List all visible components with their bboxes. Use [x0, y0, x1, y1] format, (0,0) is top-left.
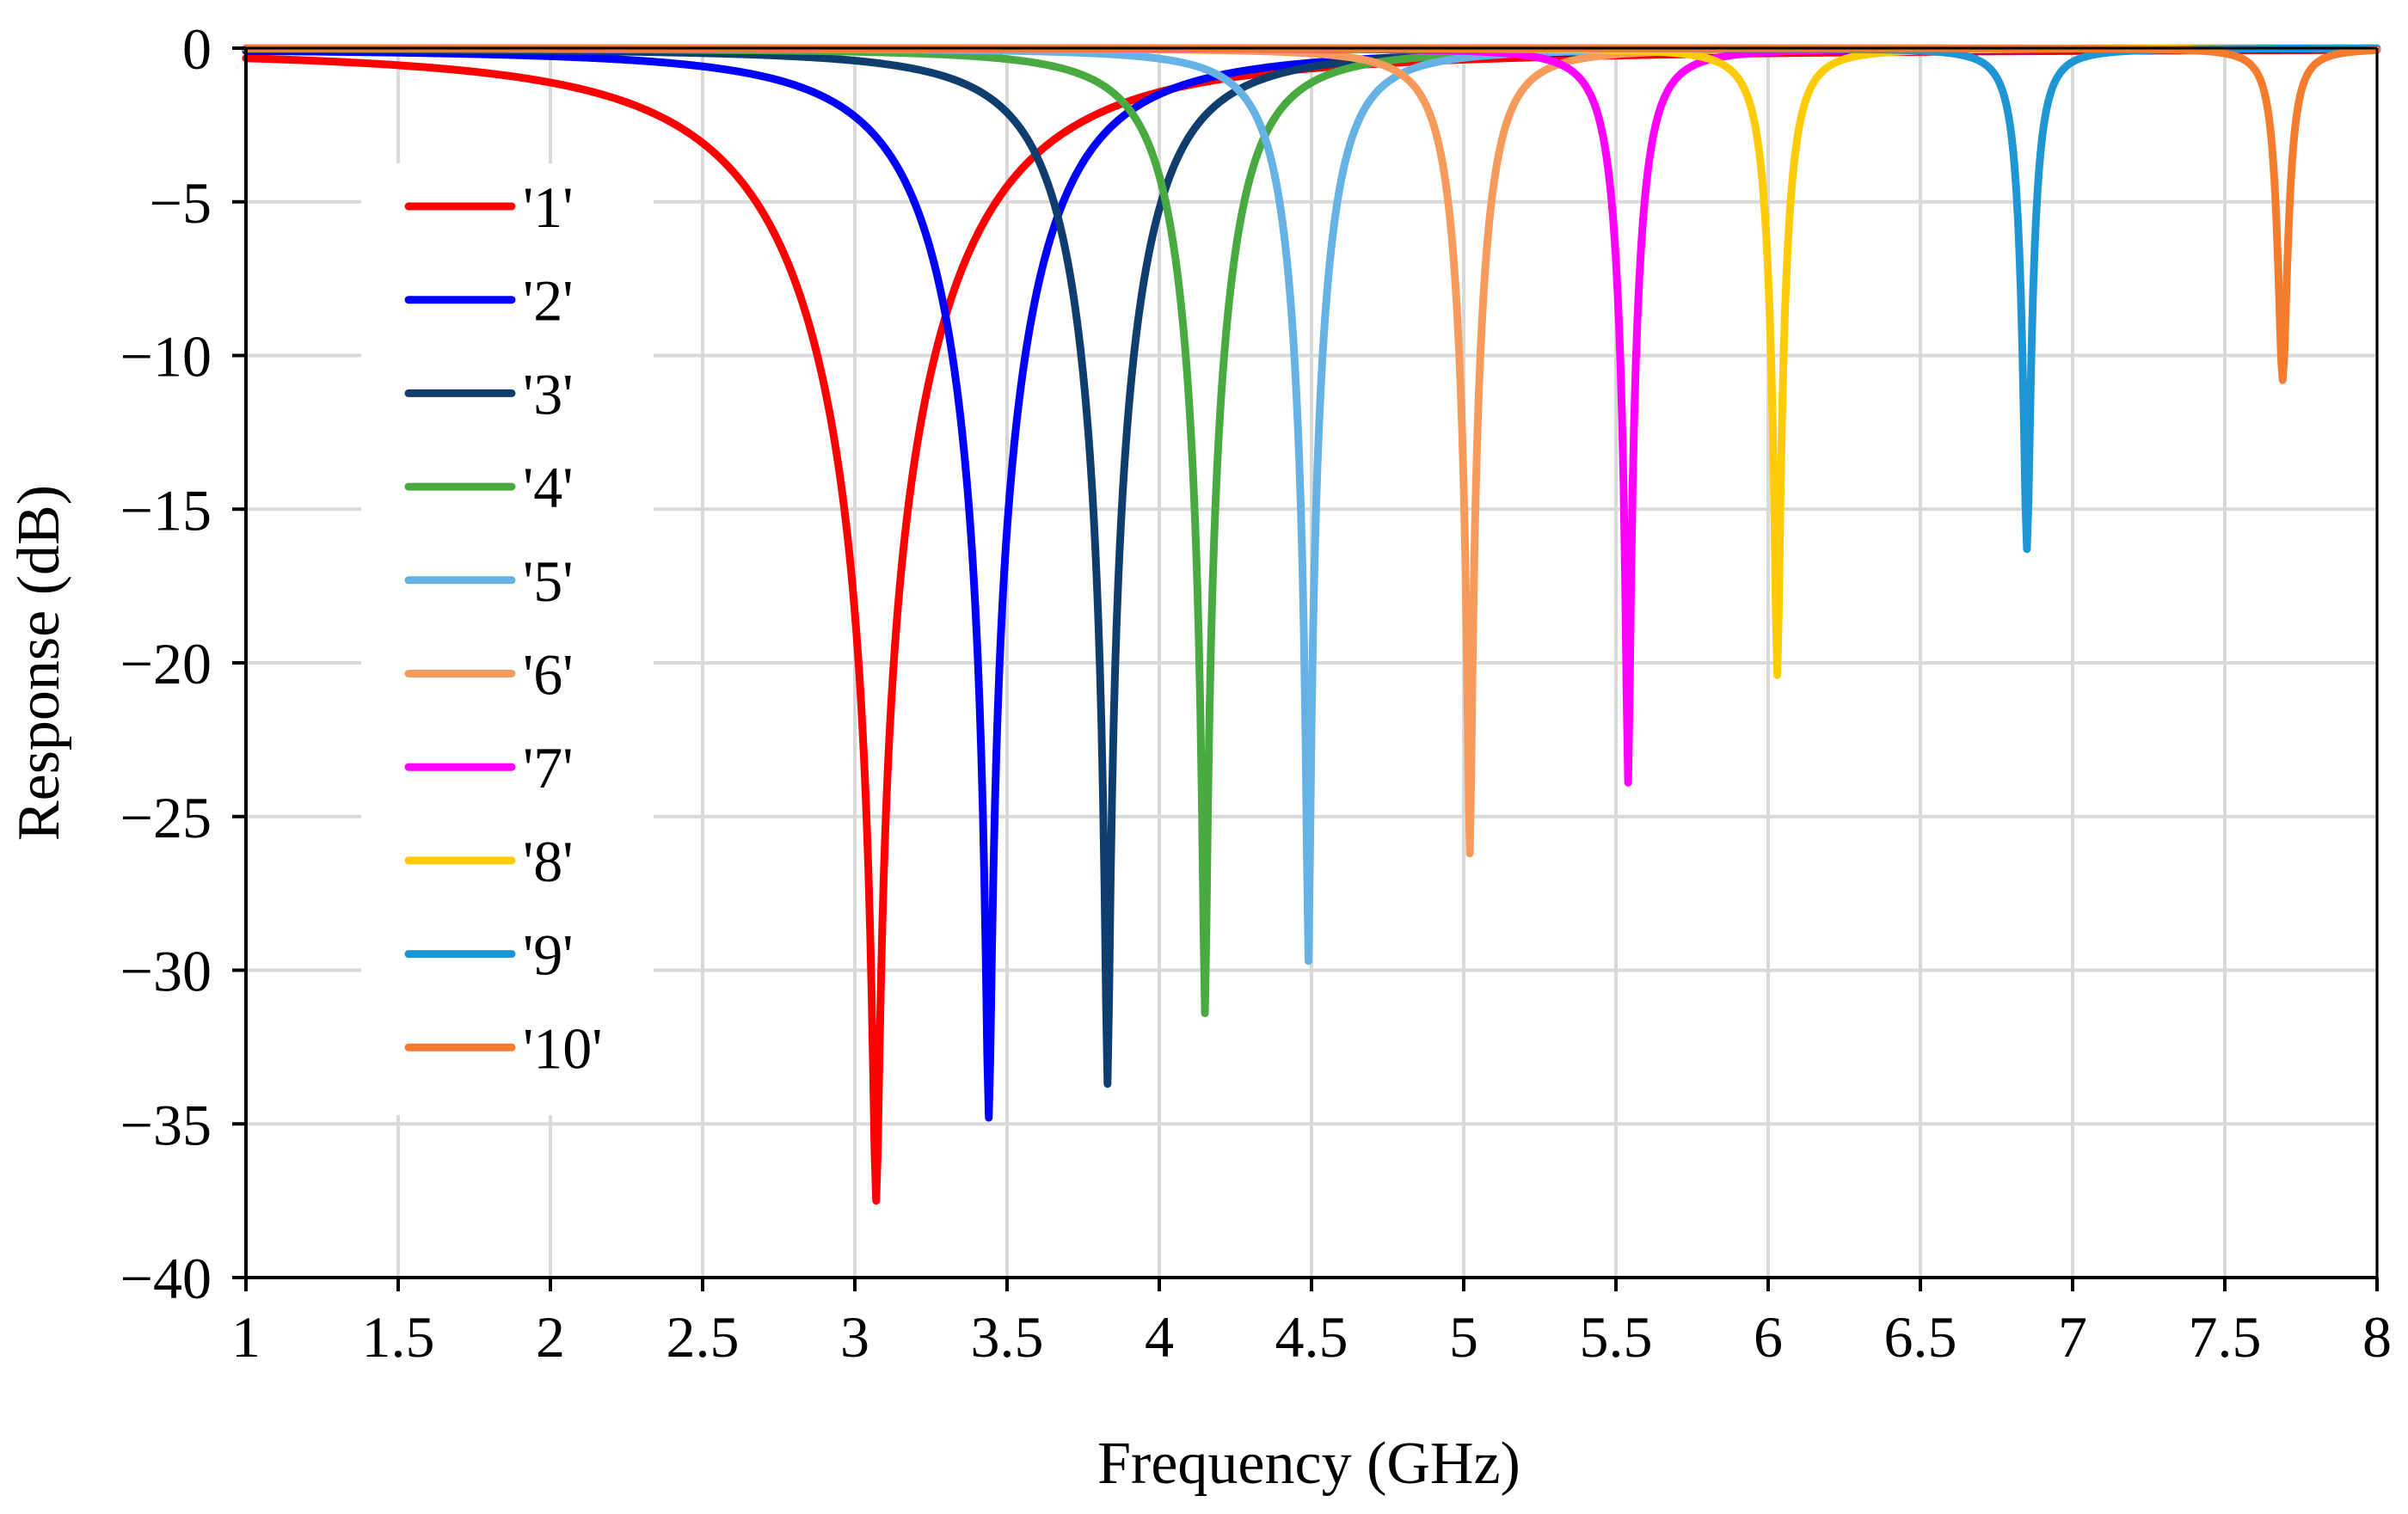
y-tick-label: −20: [120, 631, 212, 696]
y-tick-label: −10: [120, 324, 212, 389]
legend-background: [361, 163, 654, 1115]
legend-label-2: '2': [523, 268, 574, 334]
tick-labels: 1 1.5 2 2.5 3 3.5 4 4.5 5 5.5 6 6.5 7 7.5 8 0 −5 −10 −15 −2…: [120, 16, 2392, 1370]
y-tick-label: −40: [120, 1246, 212, 1311]
y-tick-label: −35: [120, 1092, 212, 1157]
y-tick-label: −25: [120, 785, 212, 850]
x-tick-label: 2.5: [666, 1304, 740, 1370]
x-tick-label: 7: [2058, 1304, 2087, 1370]
x-tick-label: 3: [840, 1304, 869, 1370]
legend-label-7: '7': [523, 735, 574, 800]
x-tick-label: 7.5: [2189, 1304, 2262, 1370]
y-tick-label: −30: [120, 939, 212, 1004]
y-tick-label: 0: [182, 16, 212, 82]
x-tick-label: 2: [536, 1304, 565, 1370]
legend: '1' '2' '3' '4' '5' '6' '7' '8' '9' '10': [361, 163, 654, 1115]
axes: [232, 46, 2379, 1291]
legend-label-8: '8': [523, 829, 574, 894]
y-tick-label: −5: [150, 170, 212, 236]
x-tick-label: 3.5: [971, 1304, 1044, 1370]
y-axis-title: Response (dB): [6, 485, 72, 841]
y-tick-label: −15: [120, 477, 212, 542]
x-tick-label: 5.5: [1580, 1304, 1653, 1370]
x-tick-label: 4.5: [1275, 1304, 1348, 1370]
x-tick-label: 1.5: [362, 1304, 435, 1370]
legend-label-4: '4': [523, 455, 574, 520]
x-axis-title: Frequency (GHz): [1097, 1431, 1520, 1497]
x-tick-label: 6: [1754, 1304, 1783, 1370]
legend-label-10: '10': [523, 1015, 603, 1081]
x-tick-label: 4: [1145, 1304, 1174, 1370]
legend-label-6: '6': [523, 642, 574, 708]
legend-label-5: '5': [523, 549, 574, 614]
legend-label-9: '9': [523, 922, 574, 988]
x-tick-label: 5: [1449, 1304, 1478, 1370]
x-tick-label: 6.5: [1884, 1304, 1957, 1370]
legend-label-1: '1': [523, 175, 574, 240]
x-tick-label: 1: [231, 1304, 261, 1370]
x-tick-label: 8: [2362, 1304, 2392, 1370]
legend-label-3: '3': [523, 361, 574, 426]
